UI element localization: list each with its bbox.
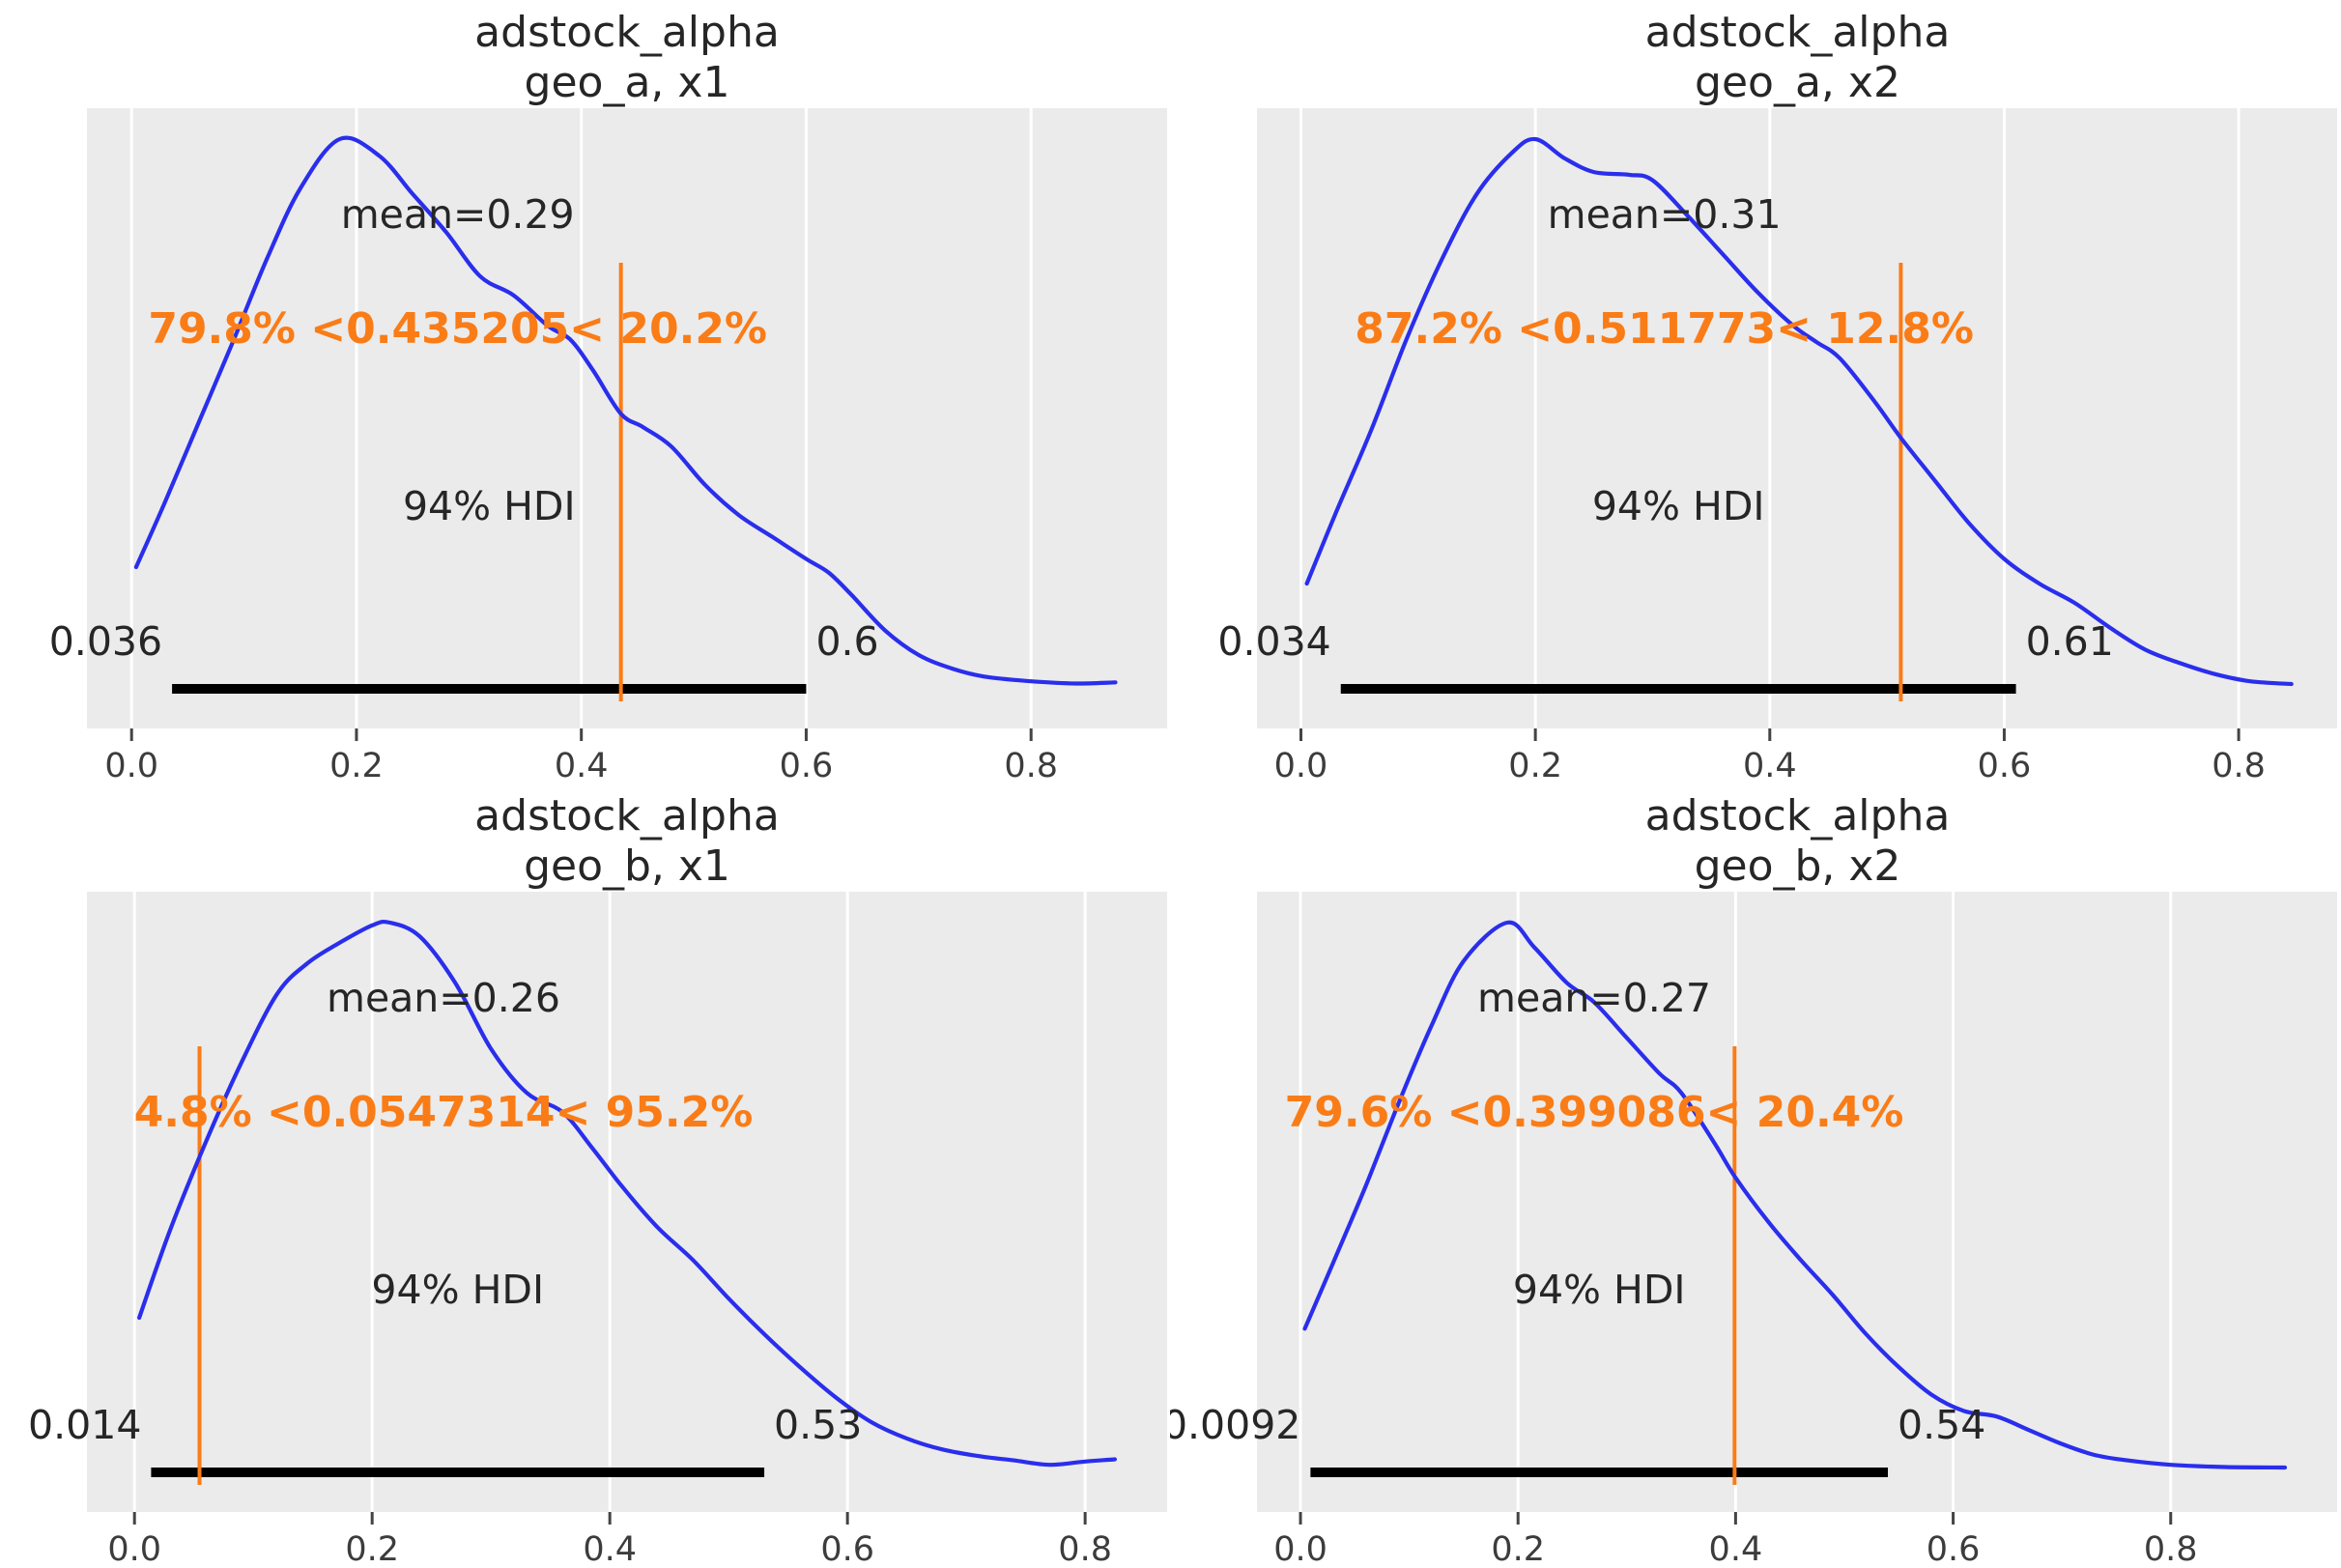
- x-tick-label: 0.4: [583, 1530, 637, 1567]
- hdi-lower-label: 0.034: [1217, 618, 1330, 665]
- mean-label: mean=0.31: [1548, 191, 1782, 238]
- gridlines: [1299, 108, 2241, 728]
- x-tick-label: 0.6: [1978, 747, 2032, 784]
- hdi-upper-label: 0.61: [2026, 618, 2114, 665]
- ref-interval-label: 79.6% <0.399086< 20.4%: [1285, 1088, 1904, 1137]
- kde-curve: [133, 135, 1118, 686]
- x-tick-label: 0.8: [1058, 1530, 1112, 1567]
- x-tick-label: 0.8: [1004, 747, 1058, 784]
- panel-subtitle: geo_b, x1: [524, 841, 730, 892]
- panel-title-block: adstock_alpha geo_a, x1: [0, 0, 1170, 108]
- panel-title: adstock_alpha: [1644, 791, 1951, 841]
- ref-interval-label: 87.2% <0.511773< 12.8%: [1355, 304, 1974, 354]
- panel-title: adstock_alpha: [474, 791, 780, 841]
- panel-title: adstock_alpha: [1644, 8, 1951, 58]
- mean-label: mean=0.29: [341, 191, 575, 238]
- plot-area: [1257, 108, 2337, 728]
- posterior-plot: mean=0.26 4.8% <0.0547314< 95.2% 94% HDI…: [28, 892, 1167, 1567]
- hdi-label: 94% HDI: [1513, 1267, 1686, 1313]
- x-tick-label: 0.4: [555, 747, 609, 784]
- hdi-lower-label: 0.036: [49, 618, 162, 665]
- hdi-label: 94% HDI: [1592, 483, 1765, 529]
- posterior-panel-geo-a-x2: adstock_alpha geo_a, x2 mean=0.31 87.2% …: [1170, 0, 2341, 784]
- panel-title-block: adstock_alpha geo_a, x2: [1170, 0, 2341, 108]
- x-tick-label: 0.0: [1274, 747, 1328, 784]
- x-tick-label: 0.2: [1508, 747, 1562, 784]
- posterior-panel-geo-a-x1: adstock_alpha geo_a, x1 mean=0.29 79.8% …: [0, 0, 1170, 784]
- x-tick-label: 0.0: [1273, 1530, 1328, 1567]
- hdi-label: 94% HDI: [371, 1267, 544, 1313]
- posterior-plot: mean=0.27 79.6% <0.399086< 20.4% 94% HDI…: [1170, 892, 2337, 1567]
- hdi-lower-label: 0.014: [28, 1402, 141, 1448]
- x-tick-marks: [1299, 728, 2241, 741]
- plot-area: [87, 892, 1167, 1512]
- posterior-panel-geo-b-x1: adstock_alpha geo_b, x1 mean=0.26 4.8% <…: [0, 784, 1170, 1568]
- mean-label: mean=0.26: [327, 975, 560, 1021]
- hdi-upper-label: 0.6: [815, 618, 878, 665]
- x-tick-label: 0.2: [1491, 1530, 1545, 1567]
- posterior-plot: mean=0.29 79.8% <0.435205< 20.2% 94% HDI…: [49, 108, 1167, 784]
- hdi-label: 94% HDI: [403, 483, 576, 529]
- posterior-plot: mean=0.31 87.2% <0.511773< 12.8% 94% HDI…: [1217, 108, 2337, 784]
- gridlines: [129, 108, 1033, 728]
- x-tick-label: 0.8: [2212, 747, 2266, 784]
- x-tick-marks: [132, 1512, 1087, 1525]
- x-tick-label: 0.0: [104, 747, 158, 784]
- kde-curve: [1302, 920, 2288, 1470]
- x-tick-label: 0.8: [2144, 1530, 2198, 1567]
- x-tick-label: 0.2: [345, 1530, 399, 1567]
- hdi-lower-label: 0.0092: [1170, 1402, 1300, 1448]
- panel-subtitle: geo_a, x2: [1695, 58, 1900, 108]
- panel-title-block: adstock_alpha geo_b, x1: [0, 784, 1170, 892]
- panel-title-block: adstock_alpha geo_b, x2: [1170, 784, 2341, 892]
- x-tick-label: 0.6: [1927, 1530, 1981, 1567]
- x-tick-label: 0.2: [329, 747, 384, 784]
- ref-interval-label: 79.8% <0.435205< 20.2%: [148, 304, 767, 354]
- x-tick-marks: [1299, 1512, 2173, 1525]
- x-tick-marks: [129, 728, 1033, 741]
- hdi-upper-label: 0.53: [774, 1402, 862, 1448]
- x-tick-label: 0.0: [107, 1530, 161, 1567]
- panel-title: adstock_alpha: [474, 8, 780, 58]
- x-tick-label: 0.4: [1743, 747, 1797, 784]
- panel-subtitle: geo_b, x2: [1694, 841, 1901, 892]
- panel-subtitle: geo_a, x1: [524, 58, 730, 108]
- x-tick-label: 0.4: [1709, 1530, 1763, 1567]
- mean-label: mean=0.27: [1477, 975, 1711, 1021]
- kde-curve: [137, 919, 1117, 1468]
- x-tick-label: 0.6: [780, 747, 834, 784]
- plot-area: [1257, 892, 2337, 1512]
- kde-curve: [1304, 136, 2294, 687]
- x-tick-label: 0.6: [820, 1530, 874, 1567]
- posterior-panel-geo-b-x2: adstock_alpha geo_b, x2 mean=0.27 79.6% …: [1170, 784, 2341, 1568]
- ref-interval-label: 4.8% <0.0547314< 95.2%: [134, 1088, 754, 1137]
- hdi-upper-label: 0.54: [1898, 1402, 1985, 1448]
